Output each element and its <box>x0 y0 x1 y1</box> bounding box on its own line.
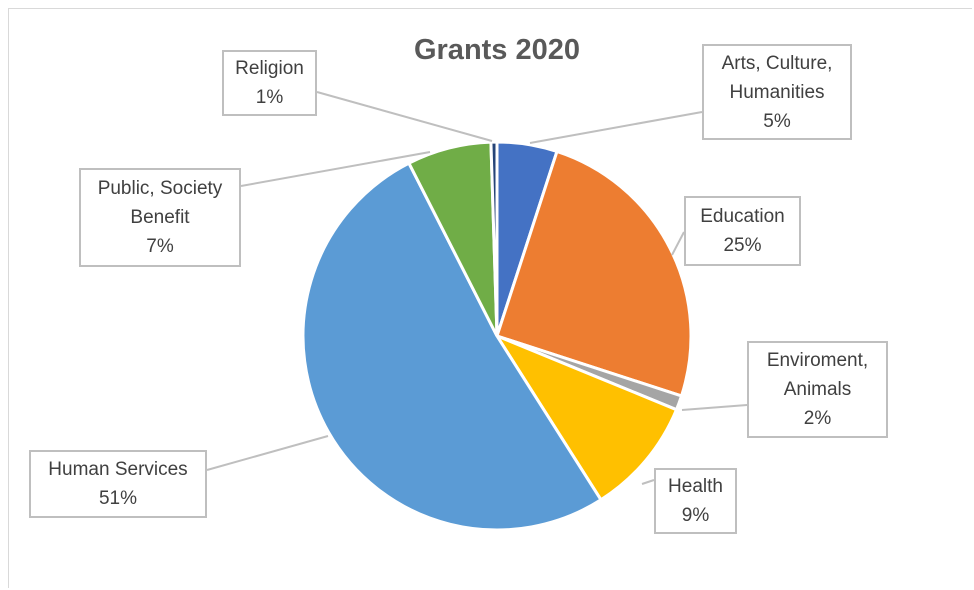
slice-percent: 51% <box>98 488 138 509</box>
pie-slice-1 <box>495 149 693 398</box>
leader-line-0 <box>529 111 703 144</box>
data-label-3: Health 9% <box>654 468 737 534</box>
leader-line-6 <box>316 91 493 142</box>
slice-label-text: Human Services <box>48 459 188 480</box>
slice-label-text: Religion <box>235 58 304 79</box>
pie-slice-3 <box>493 332 679 502</box>
data-label-4: Human Services 51% <box>29 450 207 518</box>
pie-slice-4 <box>301 161 604 532</box>
data-label-2: Enviroment, Animals 2% <box>747 341 888 438</box>
slice-percent: 1% <box>255 87 284 108</box>
slice-label-text: Animals <box>783 379 852 400</box>
data-label-6: Religion 1% <box>222 50 317 116</box>
slice-label-text: Benefit <box>130 207 190 228</box>
slice-label-text: Enviroment, <box>766 350 869 371</box>
slice-percent: 5% <box>763 110 791 132</box>
pie-slice-6 <box>489 140 499 337</box>
slice-label-text: Public, Society <box>97 178 223 199</box>
slice-percent: 2% <box>803 408 832 429</box>
chart-area <box>8 8 972 588</box>
leader-line-3 <box>641 479 655 485</box>
slice-percent: 7% <box>146 236 174 257</box>
leader-line-4 <box>206 435 329 471</box>
slice-percent: 25% <box>723 235 762 256</box>
slice-label-text: Health <box>668 476 723 497</box>
slice-label-text: Humanities <box>729 81 825 103</box>
leader-line-2 <box>681 404 748 411</box>
data-label-0: Arts, Culture, Humanities 5% <box>702 44 852 140</box>
data-label-1: Education 25% <box>684 196 801 266</box>
slice-percent: 9% <box>681 505 710 526</box>
slice-label-text: Education <box>700 206 785 227</box>
leader-line-5 <box>240 151 431 187</box>
leader-line-1 <box>671 231 685 256</box>
data-label-5: Public, Society Benefit 7% <box>79 168 241 267</box>
slice-label-text: Arts, Culture, <box>721 52 833 74</box>
